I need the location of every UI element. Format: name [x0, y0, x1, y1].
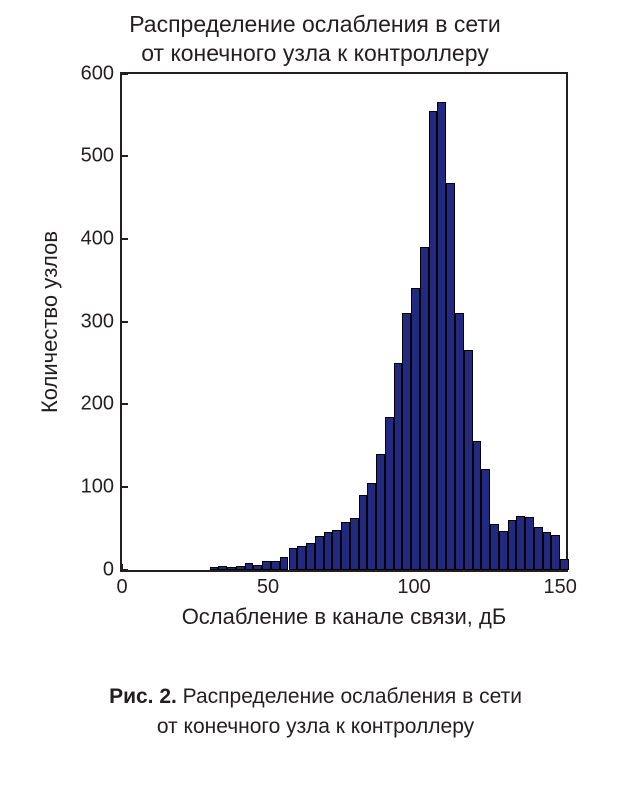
y-tick-mark: [120, 486, 128, 488]
x-tick-label: 100: [397, 570, 430, 599]
histogram-bar: [297, 546, 306, 569]
x-tick-label: 0: [116, 570, 127, 599]
histogram-bar: [350, 518, 359, 569]
histogram-bar: [315, 536, 324, 569]
y-tick-label: 100: [81, 475, 122, 498]
y-tick-label: 500: [81, 145, 122, 168]
histogram-bar: [490, 524, 499, 569]
chart-title: Распределение ослабления в сети от конеч…: [30, 10, 600, 68]
histogram-bar: [560, 559, 569, 570]
histogram-bar: [446, 183, 455, 570]
y-tick-label: 200: [81, 393, 122, 416]
y-tick-mark: [120, 403, 128, 405]
histogram-bar: [367, 483, 376, 570]
histogram-bar: [420, 247, 429, 569]
figure-caption: Рис. 2. Распределение ослабления в сети …: [0, 682, 631, 743]
histogram-bar: [481, 469, 490, 570]
histogram-bar: [332, 530, 341, 570]
y-tick-mark: [120, 238, 128, 240]
histogram-bar: [245, 563, 254, 570]
histogram-bar: [227, 567, 236, 569]
histogram-bar: [253, 565, 262, 570]
histogram-bar: [543, 532, 552, 569]
histogram-bar: [508, 520, 517, 570]
histogram-bar: [473, 441, 482, 569]
histogram-bar: [385, 417, 394, 570]
histogram-bar: [525, 517, 534, 569]
histogram-bar: [402, 313, 411, 569]
histogram-bar: [236, 566, 245, 569]
chart-title-line1: Распределение ослабления в сети: [129, 11, 501, 37]
histogram-bar: [464, 350, 473, 569]
histogram-bar: [324, 532, 333, 569]
histogram-bar: [551, 535, 560, 570]
y-tick-mark: [120, 321, 128, 323]
plot-area: Количество узлов Ослабление в канале свя…: [120, 72, 568, 572]
histogram-bar: [271, 561, 280, 569]
histogram-bar: [280, 557, 289, 569]
histogram-bar: [394, 363, 403, 570]
histogram-bar: [455, 313, 464, 569]
histogram-bar: [359, 495, 368, 569]
histogram-bar: [289, 548, 298, 569]
caption-label: Рис. 2.: [109, 685, 177, 708]
caption-text-line1: Распределение ослабления в сети: [177, 685, 522, 708]
histogram-bar: [499, 531, 508, 570]
y-axis-label: Количество узлов: [37, 230, 63, 412]
caption-text-line2: от конечного узла к контроллеру: [157, 715, 474, 738]
histogram-bar: [306, 543, 315, 569]
chart-title-line2: от конечного узла к контроллеру: [141, 40, 489, 66]
histogram-bar: [534, 527, 543, 570]
histogram-bar: [411, 288, 420, 569]
histogram-bar: [210, 567, 219, 569]
attenuation-histogram: Распределение ослабления в сети от конеч…: [30, 10, 600, 660]
y-tick-label: 400: [81, 227, 122, 250]
histogram-bar: [218, 566, 227, 569]
y-tick-label: 600: [81, 62, 122, 85]
histogram-bar: [262, 561, 271, 569]
y-tick-mark: [120, 73, 128, 75]
y-tick-mark: [120, 155, 128, 157]
histogram-bar: [341, 522, 350, 570]
x-tick-label: 50: [257, 570, 279, 599]
x-axis-label: Ослабление в канале связи, дБ: [182, 604, 507, 630]
histogram-bar: [516, 516, 525, 570]
y-tick-label: 300: [81, 310, 122, 333]
histogram-bar: [429, 111, 438, 570]
histogram-bar: [376, 454, 385, 570]
x-tick-label: 150: [543, 570, 576, 599]
x-tick-mark: [121, 564, 123, 572]
histogram-bar: [437, 102, 446, 569]
